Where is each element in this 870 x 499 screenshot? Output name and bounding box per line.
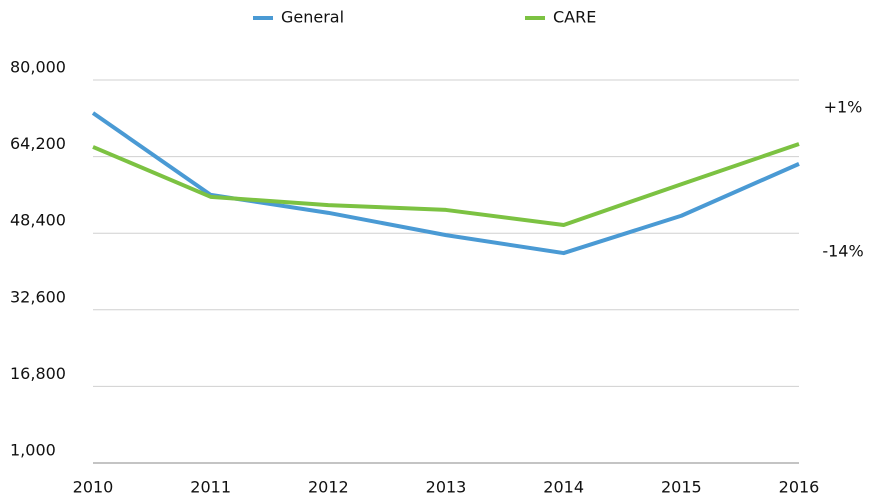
y-tick-label: 16,800 xyxy=(10,364,66,383)
x-tick-label: 2011 xyxy=(190,478,231,497)
x-tick-label: 2013 xyxy=(426,478,467,497)
x-tick-label: 2014 xyxy=(543,478,584,497)
annotation: +1% xyxy=(824,98,863,117)
x-tick-label: 2012 xyxy=(308,478,349,497)
y-tick-label: 32,600 xyxy=(10,287,66,306)
y-tick-label: 80,000 xyxy=(10,58,66,77)
annotation: -14% xyxy=(822,242,863,261)
series-line xyxy=(92,142,800,227)
y-tick-label: 48,400 xyxy=(10,211,66,230)
y-tick-label: 64,200 xyxy=(10,134,66,153)
y-tick-label: 1,000 xyxy=(10,441,56,460)
x-tick-label: 2015 xyxy=(661,478,702,497)
series-line xyxy=(91,111,800,256)
legend-label: General xyxy=(281,8,344,27)
legend-label: CARE xyxy=(553,8,596,27)
x-tick-label: 2010 xyxy=(73,478,114,497)
x-tick-label: 2016 xyxy=(779,478,820,497)
